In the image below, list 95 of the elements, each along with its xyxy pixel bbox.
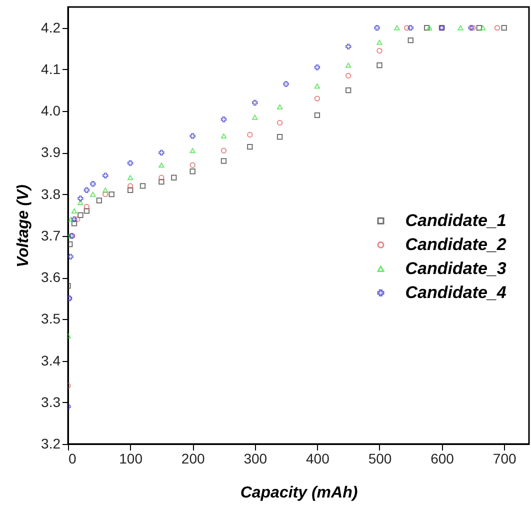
point bbox=[247, 132, 253, 138]
x-tick-label: 200 bbox=[181, 450, 205, 466]
y-tick-label: 3.3 bbox=[41, 394, 61, 410]
point bbox=[102, 188, 108, 193]
point bbox=[376, 40, 382, 45]
y-tick-label: 4.0 bbox=[41, 102, 61, 119]
point bbox=[158, 150, 164, 156]
point bbox=[190, 148, 196, 154]
point bbox=[276, 104, 283, 110]
point bbox=[276, 120, 283, 126]
point bbox=[68, 216, 74, 222]
y-tick-label: 3.5 bbox=[41, 310, 61, 327]
legend-label: Candidate_2 bbox=[405, 234, 507, 254]
point bbox=[84, 187, 90, 193]
point bbox=[127, 187, 134, 193]
point bbox=[376, 62, 382, 68]
point bbox=[78, 200, 84, 206]
point bbox=[127, 175, 134, 180]
point bbox=[252, 100, 258, 106]
point bbox=[345, 44, 352, 50]
x-tick-label: 300 bbox=[244, 450, 268, 466]
point bbox=[220, 158, 227, 164]
point bbox=[78, 196, 84, 202]
point bbox=[314, 96, 320, 102]
point bbox=[71, 216, 78, 222]
point bbox=[314, 112, 320, 118]
legend-label: Candidate_4 bbox=[405, 282, 507, 302]
point bbox=[190, 168, 196, 174]
x-tick-label: 700 bbox=[492, 450, 516, 466]
point bbox=[78, 212, 84, 218]
point bbox=[127, 183, 134, 189]
point bbox=[283, 81, 289, 87]
point bbox=[71, 208, 78, 214]
point bbox=[408, 24, 414, 31]
point bbox=[84, 208, 90, 214]
y-tick-label: 3.2 bbox=[41, 436, 61, 452]
point bbox=[252, 114, 258, 120]
point bbox=[480, 25, 486, 30]
point bbox=[374, 24, 380, 31]
point bbox=[220, 116, 227, 122]
point bbox=[108, 191, 114, 198]
x-tick-label: 100 bbox=[119, 450, 143, 466]
point bbox=[458, 25, 464, 30]
point bbox=[220, 133, 227, 139]
point bbox=[84, 204, 90, 210]
point bbox=[494, 24, 500, 31]
point bbox=[314, 84, 320, 89]
point bbox=[96, 198, 102, 204]
point bbox=[74, 216, 80, 222]
point bbox=[90, 181, 96, 187]
point bbox=[426, 25, 432, 30]
point bbox=[68, 254, 74, 260]
point bbox=[171, 174, 177, 180]
point bbox=[102, 191, 108, 198]
point bbox=[476, 24, 482, 31]
point bbox=[90, 192, 96, 197]
point bbox=[394, 25, 400, 30]
x-tick-label: 500 bbox=[368, 450, 392, 466]
point bbox=[140, 183, 146, 189]
x-tick-label: 0 bbox=[68, 450, 76, 466]
point bbox=[408, 37, 414, 44]
point bbox=[345, 62, 352, 68]
y-tick-label: 3.6 bbox=[41, 269, 61, 286]
point bbox=[501, 24, 507, 31]
point bbox=[190, 162, 196, 168]
point bbox=[376, 48, 382, 54]
point bbox=[127, 160, 134, 166]
legend-label: Candidate_3 bbox=[405, 258, 507, 278]
y-tick-label: 3.7 bbox=[41, 227, 61, 244]
point bbox=[102, 172, 108, 178]
point bbox=[68, 233, 72, 238]
x-tick-label: 400 bbox=[306, 450, 330, 466]
y-tick-label: 3.8 bbox=[41, 186, 61, 202]
y-tick-label: 4.2 bbox=[41, 19, 61, 36]
point bbox=[220, 148, 227, 154]
y-tick-label: 4.1 bbox=[41, 60, 61, 77]
point bbox=[68, 241, 73, 248]
point bbox=[345, 87, 352, 94]
point bbox=[404, 24, 410, 31]
y-axis-title: Voltage (V) bbox=[15, 184, 32, 268]
point bbox=[71, 220, 78, 226]
x-tick-label: 600 bbox=[430, 450, 454, 466]
y-tick-label: 3.9 bbox=[41, 144, 61, 160]
point bbox=[158, 178, 164, 185]
point bbox=[424, 24, 430, 31]
point bbox=[158, 162, 164, 168]
point bbox=[158, 174, 164, 180]
point bbox=[345, 72, 352, 79]
legend-label: Candidate_1 bbox=[405, 210, 506, 230]
y-tick-label: 3.4 bbox=[41, 352, 61, 368]
x-axis-title: Capacity (mAh) bbox=[240, 484, 358, 502]
point bbox=[190, 133, 196, 139]
point bbox=[247, 144, 253, 150]
point bbox=[276, 134, 283, 140]
point bbox=[314, 64, 320, 70]
